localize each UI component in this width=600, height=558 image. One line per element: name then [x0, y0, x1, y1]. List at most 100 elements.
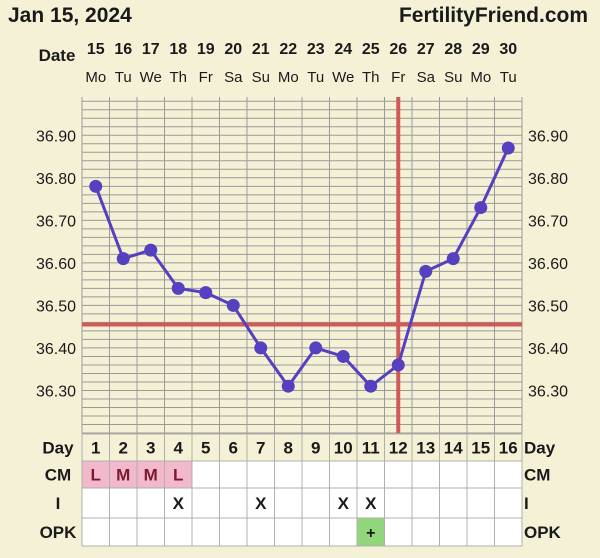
cm-cell: [219, 460, 248, 489]
date-label: 18: [169, 41, 187, 58]
cm-value: M: [144, 466, 158, 485]
y-tick-label-right: 36.70: [528, 213, 568, 230]
day-value: 16: [499, 439, 518, 458]
opk-row-label-left: OPK: [40, 523, 78, 542]
y-tick-label-left: 36.80: [36, 171, 76, 188]
temperature-point: [281, 379, 295, 393]
opk-cell: [301, 517, 330, 547]
intercourse-cell: [411, 487, 440, 519]
intercourse-value: X: [173, 494, 185, 513]
day-value: 9: [311, 439, 320, 458]
y-tick-label-left: 36.60: [36, 256, 76, 273]
weekday-label: Su: [444, 69, 462, 86]
date-label: 16: [114, 41, 132, 58]
temperature-point: [501, 141, 515, 155]
weekday-label: Tu: [115, 69, 132, 86]
day-value: 12: [389, 439, 408, 458]
cm-cell: [164, 460, 193, 489]
chart-date: Jan 15, 2024: [8, 4, 132, 27]
cm-value: L: [173, 466, 183, 485]
date-label: 27: [417, 41, 435, 58]
day-value: 1: [91, 439, 100, 458]
cm-cell: [494, 460, 523, 489]
cm-cell: [246, 460, 275, 489]
date-row-label: Date: [39, 46, 76, 65]
opk-cell: [356, 517, 385, 547]
date-label: 17: [142, 41, 160, 58]
cm-cell: [466, 460, 495, 489]
opk-cell: [274, 517, 303, 547]
day-value: 7: [256, 439, 265, 458]
weekday-label: We: [332, 69, 354, 86]
opk-cell: [81, 517, 110, 547]
intercourse-value: X: [255, 494, 267, 513]
day-value: 6: [229, 439, 238, 458]
day-value: 14: [444, 439, 463, 458]
date-label: 23: [307, 41, 325, 58]
intercourse-row-label-left: I: [56, 494, 61, 513]
cm-cell: [191, 460, 220, 489]
intercourse-cell: [439, 487, 468, 519]
cm-cell: [274, 460, 303, 489]
y-tick-label-right: 36.30: [528, 383, 568, 400]
y-tick-label-left: 36.40: [36, 341, 76, 358]
opk-cell: [109, 517, 138, 547]
date-label: 29: [472, 41, 490, 58]
temperature-point: [199, 286, 213, 300]
date-label: 26: [389, 41, 407, 58]
opk-row-label-right: OPK: [524, 523, 562, 542]
cm-cell: [329, 460, 358, 489]
y-tick-label-left: 36.30: [36, 383, 76, 400]
day-value: 10: [334, 439, 353, 458]
temperature-point: [171, 281, 185, 295]
intercourse-cell: [329, 487, 358, 519]
cm-row-label-left: CM: [45, 466, 71, 485]
y-tick-label-right: 36.40: [528, 341, 568, 358]
temperature-point: [116, 252, 130, 266]
weekday-label: Sa: [417, 69, 436, 86]
date-label: 28: [444, 41, 462, 58]
temperature-point: [144, 243, 158, 257]
y-tick-label-right: 36.50: [528, 298, 568, 315]
cm-cell: [301, 460, 330, 489]
intercourse-cell: [191, 487, 220, 519]
intercourse-cell: [384, 487, 413, 519]
y-tick-label-right: 36.80: [528, 171, 568, 188]
temperature-point: [474, 201, 488, 215]
date-label: 20: [224, 41, 242, 58]
day-value: 5: [201, 439, 210, 458]
day-value: 13: [416, 439, 435, 458]
opk-cell: [164, 517, 193, 547]
temperature-point: [226, 298, 240, 312]
opk-cell: [191, 517, 220, 547]
intercourse-cell: [81, 487, 110, 519]
day-value: 15: [471, 439, 490, 458]
temperature-point: [89, 179, 103, 193]
opk-cell: [219, 517, 248, 547]
intercourse-value: X: [338, 494, 350, 513]
weekday-label: Fr: [199, 69, 213, 86]
temperature-point: [364, 379, 378, 393]
intercourse-cell: [136, 487, 165, 519]
date-label: 15: [87, 41, 105, 58]
day-value: 8: [284, 439, 293, 458]
date-label: 24: [334, 41, 352, 58]
date-label: 22: [279, 41, 297, 58]
cm-value: L: [91, 466, 101, 485]
weekday-label: Sa: [224, 69, 243, 86]
y-tick-label-right: 36.90: [528, 128, 568, 145]
opk-cell: [466, 517, 495, 547]
day-value: 11: [362, 439, 380, 458]
cm-cell: [356, 460, 385, 489]
date-label: 19: [197, 41, 215, 58]
weekday-label: Mo: [470, 69, 491, 86]
date-label: 30: [499, 41, 517, 58]
weekday-label: We: [140, 69, 162, 86]
cm-row-label-right: CM: [524, 466, 550, 485]
opk-cell: [384, 517, 413, 547]
temperature-point: [446, 252, 460, 266]
site-name: FertilityFriend.com: [398, 4, 588, 27]
date-label: 25: [362, 41, 380, 58]
